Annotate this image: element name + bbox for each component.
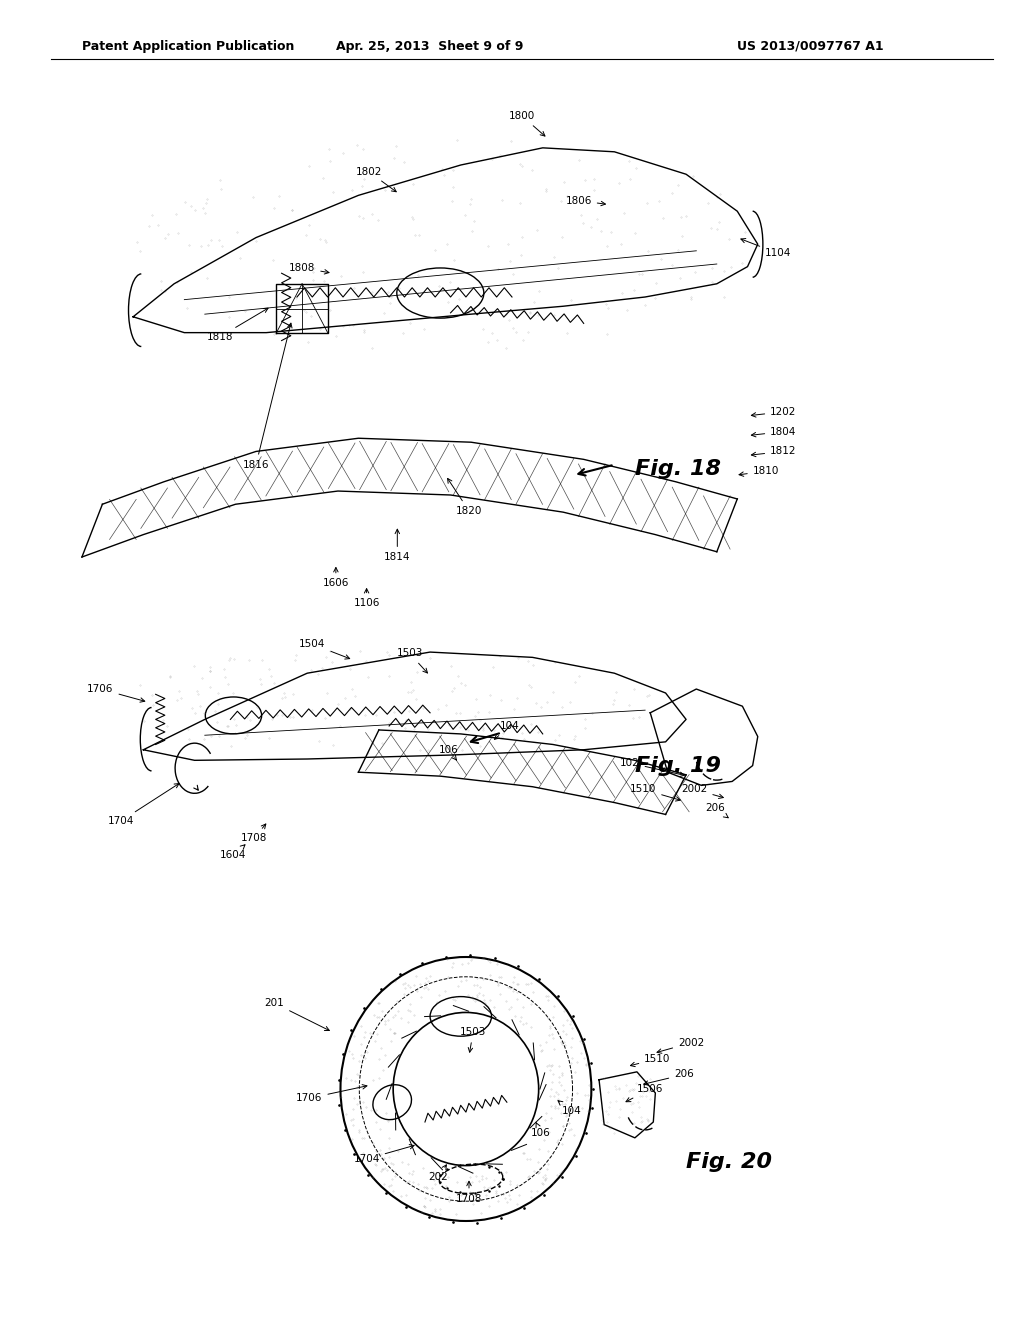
Text: 1800: 1800 (509, 111, 545, 136)
Text: 1704: 1704 (108, 784, 179, 826)
Text: 106: 106 (438, 744, 459, 760)
Text: 1810: 1810 (739, 466, 779, 477)
Text: 104: 104 (558, 1101, 582, 1117)
Text: 1510: 1510 (631, 1053, 671, 1067)
Text: 1503: 1503 (460, 1027, 486, 1052)
Text: 1808: 1808 (289, 263, 329, 275)
Text: US 2013/0097767 A1: US 2013/0097767 A1 (737, 40, 884, 53)
Text: 104: 104 (495, 721, 520, 739)
Text: 1804: 1804 (752, 426, 797, 437)
Text: 1510: 1510 (630, 784, 680, 801)
Text: 106: 106 (530, 1122, 551, 1138)
Text: 1104: 1104 (741, 239, 792, 259)
Text: 1503: 1503 (396, 648, 427, 673)
Text: Fig. 20: Fig. 20 (686, 1151, 772, 1172)
Text: 2002: 2002 (681, 784, 723, 799)
Text: 1806: 1806 (565, 195, 605, 206)
Text: 1506: 1506 (626, 1084, 664, 1102)
Text: Apr. 25, 2013  Sheet 9 of 9: Apr. 25, 2013 Sheet 9 of 9 (337, 40, 523, 53)
Text: 1706: 1706 (296, 1085, 367, 1104)
Text: Fig. 19: Fig. 19 (635, 755, 721, 776)
Text: 1820: 1820 (447, 478, 482, 516)
Text: 1504: 1504 (299, 639, 349, 659)
Text: 102: 102 (620, 758, 684, 776)
Text: 206: 206 (644, 1069, 694, 1085)
Text: 1202: 1202 (752, 407, 797, 417)
Text: 1708: 1708 (456, 1181, 482, 1204)
Text: 202: 202 (428, 1164, 449, 1183)
Text: 1816: 1816 (243, 323, 292, 470)
Text: 1814: 1814 (384, 529, 411, 562)
Text: 1708: 1708 (241, 824, 267, 843)
Text: 2002: 2002 (657, 1038, 705, 1053)
Text: 1818: 1818 (207, 308, 268, 342)
Text: 1812: 1812 (752, 446, 797, 457)
Text: 1802: 1802 (355, 166, 396, 191)
Text: 1106: 1106 (353, 589, 380, 609)
Text: 1706: 1706 (87, 684, 144, 702)
Text: Patent Application Publication: Patent Application Publication (82, 40, 294, 53)
Text: Fig. 18: Fig. 18 (635, 458, 721, 479)
Text: 206: 206 (705, 803, 728, 818)
Text: 1704: 1704 (353, 1144, 414, 1164)
Text: 201: 201 (264, 998, 330, 1031)
Text: 1606: 1606 (323, 568, 349, 589)
Text: 1604: 1604 (220, 845, 247, 861)
